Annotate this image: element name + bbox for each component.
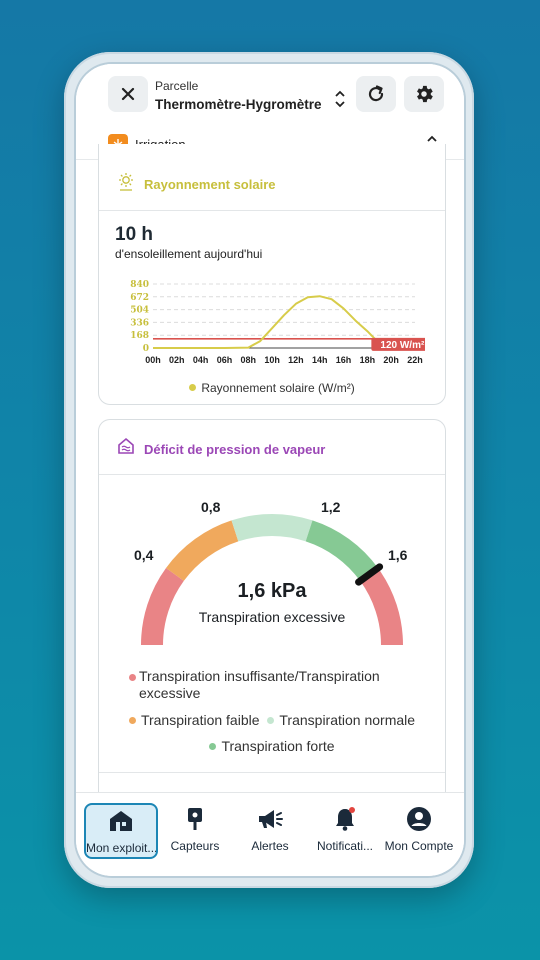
threshold-label: 120 W/m² [380,340,425,351]
x-tick-label: 00h [145,355,161,365]
y-tick-label: 504 [130,306,149,316]
nav-label: Mon exploit... [86,841,156,855]
gear-icon [417,85,433,103]
settings-button[interactable] [404,76,444,112]
nav-item-capteurs[interactable]: Capteurs [158,803,232,859]
parcel-selector[interactable]: Thermomètre-Hygromètre [155,97,322,112]
card-header: Déficit de pression de vapeur [99,420,445,475]
gauge-segment [231,514,313,542]
x-tick-label: 08h [241,355,257,365]
y-tick-label: 672 [130,293,149,303]
gauge-segment [360,568,403,646]
bottom-navigation: Mon exploit... Capteurs Alertes Notifica… [76,792,464,876]
legend-dot [128,716,136,724]
threshold-badge [371,337,425,351]
card-title: Rayonnement solaire [144,177,276,192]
legend-item: Transpiration normale [267,712,415,728]
account-icon [407,807,431,831]
y-tick-label: 168 [130,331,149,341]
x-tick-label: 04h [193,355,209,365]
x-tick-label: 10h [264,355,280,365]
legend-dot [189,384,197,392]
gauge-segment [166,520,239,582]
sensor-icon [188,808,202,830]
card-title: Déficit de pression de vapeur [144,442,326,457]
nav-label: Mon Compte [384,839,454,853]
divider [99,772,445,773]
nav-item-alertes[interactable]: Alertes [233,803,307,859]
nav-label: Notificati... [316,839,373,853]
gauge-legend: Transpiration insuffisante/Transpiration… [129,668,429,702]
x-tick-label: 22h [407,355,423,365]
sunshine-caption: d'ensoleillement aujourd'hui [115,247,263,261]
close-button[interactable] [108,76,148,112]
bell-icon [336,807,355,831]
card-header: Rayonnement solaire [99,144,445,211]
gauge-segment [141,568,184,646]
sunshine-hours: 10 h [115,224,154,245]
vpd-status: Transpiration excessive [198,609,346,625]
legend-label: Transpiration forte [221,738,335,754]
farm-house-icon [110,811,132,831]
nav-label: Alertes [251,839,289,853]
gauge-tick-label: 0,8 [201,499,221,515]
megaphone-icon [259,810,283,828]
refresh-button[interactable] [356,76,396,112]
gauge-segment [305,520,378,582]
y-tick-label: 0 [143,344,149,354]
nav-item-mon-exploitation[interactable]: Mon exploit... [84,803,158,859]
gauge-tick-label: 1,6 [388,547,408,563]
gauge-tick-label: 1,2 [321,499,341,515]
legend-label: Transpiration faible [140,712,260,728]
legend-dot [129,674,136,681]
chart-legend: Rayonnement solaire (W/m²) [99,381,445,395]
nav-label: Capteurs [170,839,220,853]
solar-radiation-chart: 0 168 336 504 672 840 00h 02h 04h 06h 08h 10h 12h 14h… [130,280,425,365]
vpd-icon [118,437,134,454]
phone-screen: Parcelle Thermomètre-Hygromètre Irrigati… [76,64,464,876]
x-tick-label: 12h [288,355,304,365]
vpd-card: Déficit de pression de vapeur 0,4 0,8 1,… [98,419,446,819]
y-tick-label: 840 [130,280,149,290]
x-tick-label: 02h [169,355,185,365]
app-header: Parcelle Thermomètre-Hygromètre Irrigati… [76,64,464,160]
legend-label: Transpiration insuffisante/Transpiration… [139,668,380,701]
chevron-updown-icon[interactable] [334,90,346,110]
gauge-legend-row: Transpiration faible Transpiration norma… [99,712,445,728]
legend-item: Transpiration insuffisante/Transpiration… [129,668,429,702]
gauge-needle [355,563,384,586]
solar-radiation-card: Rayonnement solaire 10 h d'ensoleillemen… [98,144,446,405]
vpd-value: 1,6 kPa [237,580,307,602]
legend-dot [267,716,275,724]
series-line [153,295,392,349]
legend-dot [209,742,217,750]
y-tick-label: 336 [130,318,149,328]
refresh-icon [368,85,384,102]
legend-label: Transpiration normale [279,712,416,728]
nav-item-mon-compte[interactable]: Mon Compte [382,803,456,859]
vpd-gauge [141,514,403,646]
sun-icon [119,173,133,191]
legend-label: Rayonnement solaire (W/m²) [201,381,355,395]
close-icon [121,87,135,101]
parcel-label: Parcelle [155,79,199,93]
x-tick-label: 14h [312,355,328,365]
legend-item: Transpiration faible [128,712,260,728]
x-tick-label: 16h [336,355,352,365]
gauge-legend-row: Transpiration forte [99,738,445,754]
x-tick-label: 20h [383,355,399,365]
x-tick-label: 06h [217,355,233,365]
gauge-tick-label: 0,4 [134,547,154,563]
x-tick-label: 18h [360,355,376,365]
nav-item-notifications[interactable]: Notificati... [308,803,382,859]
